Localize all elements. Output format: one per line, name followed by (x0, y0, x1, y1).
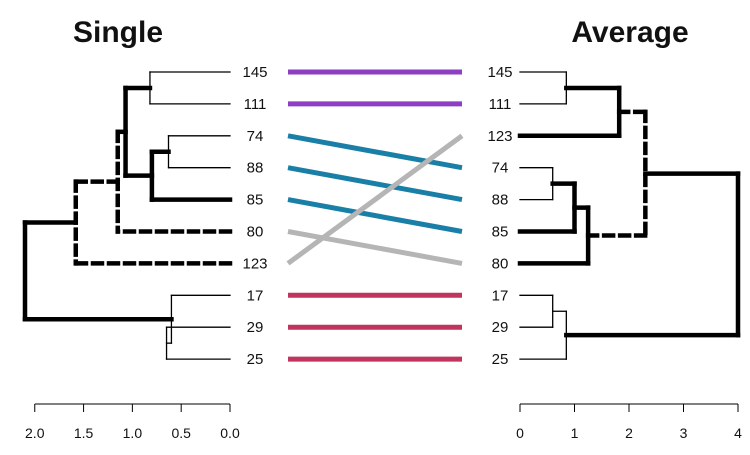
left-leaf-label: 88 (247, 160, 264, 177)
connector-80 (287, 229, 463, 266)
right-leaf-label: 29 (492, 319, 509, 336)
left-leaf-label: 25 (247, 351, 264, 368)
right-axis-tick-label: 1 (571, 425, 579, 441)
right-leaf-label: 25 (492, 351, 509, 368)
left-axis-tick-label: 0.5 (171, 425, 191, 441)
right-leaf-label: 85 (492, 224, 509, 241)
right-leaf-label: 80 (492, 255, 509, 272)
left-axis-tick-label: 2.0 (25, 425, 45, 441)
left-leaf-label: 85 (247, 192, 264, 209)
right-axis-tick-label: 3 (680, 425, 688, 441)
left-leaf-label: 80 (247, 224, 264, 241)
connector-123 (286, 133, 464, 266)
connector-88 (287, 165, 463, 203)
left-leaf-label: 17 (247, 287, 264, 304)
right-axis-tick-label: 0 (516, 425, 524, 441)
right-axis: 0 1 2 3 4 (516, 403, 742, 441)
connector-85 (287, 197, 463, 234)
left-leaf-label: 74 (247, 128, 264, 145)
connector-74 (287, 133, 463, 171)
left-dendrogram-title: Single (73, 16, 163, 49)
right-leaf-label: 123 (487, 128, 512, 145)
left-axis: 2.0 1.5 1.0 0.5 0.0 (25, 403, 240, 441)
left-leaf-labels: 145 111 74 88 85 80 123 17 29 25 (242, 64, 267, 368)
left-axis-tick-label: 1.0 (123, 425, 143, 441)
right-leaf-label: 111 (489, 96, 512, 113)
left-leaf-label: 123 (242, 255, 267, 272)
left-dendrogram (22, 71, 233, 360)
right-leaf-label: 145 (487, 64, 512, 81)
left-leaf-label: 29 (247, 319, 264, 336)
right-dendrogram (517, 71, 741, 360)
right-axis-tick-label: 2 (625, 425, 633, 441)
right-leaf-label: 74 (492, 160, 509, 177)
connector-lines (286, 69, 464, 362)
right-dendrogram-title: Average (571, 16, 688, 49)
right-leaf-label: 17 (492, 287, 509, 304)
right-leaf-labels: 145 111 123 74 88 85 80 17 29 25 (487, 64, 512, 368)
right-leaf-label: 88 (492, 192, 509, 209)
left-leaf-label: 145 (242, 64, 267, 81)
left-axis-tick-label: 1.5 (74, 425, 94, 441)
left-leaf-label: 111 (244, 96, 267, 113)
left-axis-tick-label: 0.0 (220, 425, 240, 441)
right-axis-tick-label: 4 (734, 425, 742, 441)
